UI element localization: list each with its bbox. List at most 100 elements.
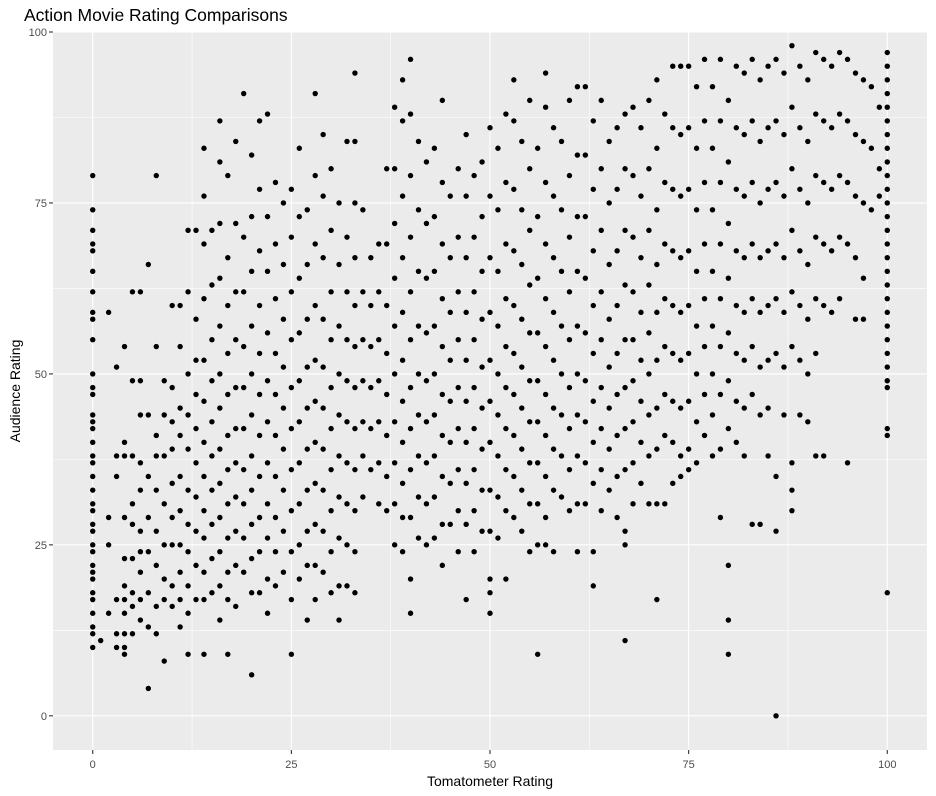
data-point: [201, 295, 207, 302]
data-point: [336, 617, 342, 623]
data-point: [797, 357, 803, 363]
data-point: [487, 439, 493, 445]
data-point: [471, 425, 477, 432]
data-point: [701, 343, 708, 350]
data-point: [606, 405, 612, 411]
data-point: [399, 357, 406, 363]
data-point: [90, 631, 96, 637]
data-point: [145, 412, 152, 418]
data-point: [765, 186, 771, 192]
data-point: [773, 295, 779, 302]
data-point: [399, 514, 406, 521]
data-point: [495, 453, 501, 459]
data-point: [574, 412, 581, 418]
data-point: [654, 446, 660, 452]
data-point: [614, 473, 620, 480]
data-point: [193, 528, 199, 534]
data-point: [717, 343, 724, 350]
data-point: [209, 378, 215, 384]
data-point: [399, 193, 406, 199]
data-point: [423, 419, 430, 425]
data-point: [256, 391, 263, 398]
y-tick-label: 100: [29, 27, 47, 39]
data-point: [860, 200, 867, 206]
data-point: [598, 507, 604, 514]
data-point: [90, 207, 96, 213]
data-point: [757, 77, 763, 83]
data-point: [185, 289, 191, 295]
data-point: [312, 241, 318, 247]
data-point: [415, 323, 422, 329]
data-point: [582, 275, 589, 281]
data-point: [248, 152, 255, 158]
data-point: [749, 521, 755, 528]
data-point: [90, 562, 96, 569]
data-point: [574, 152, 581, 158]
data-point: [217, 583, 223, 589]
data-point: [233, 384, 239, 391]
data-point: [622, 425, 628, 432]
data-point: [852, 193, 859, 199]
data-point: [256, 432, 263, 439]
data-point: [384, 432, 390, 439]
data-point: [296, 145, 303, 151]
data-point: [360, 419, 366, 425]
data-point: [495, 371, 501, 377]
data-point: [336, 323, 342, 329]
data-point: [455, 425, 461, 432]
data-point: [566, 425, 573, 432]
data-point: [662, 295, 668, 302]
data-point: [217, 405, 223, 411]
data-point: [550, 548, 557, 555]
data-point: [352, 590, 358, 596]
data-point: [90, 528, 96, 534]
data-point: [217, 514, 223, 521]
data-point: [813, 111, 819, 117]
data-point: [701, 118, 708, 124]
data-point: [797, 302, 803, 309]
data-point: [217, 118, 223, 124]
data-point: [582, 152, 589, 158]
data-point: [129, 603, 136, 610]
data-point: [455, 507, 461, 514]
data-point: [423, 460, 430, 466]
data-point: [884, 145, 890, 151]
data-point: [542, 179, 549, 186]
data-point: [701, 241, 708, 247]
data-point: [90, 453, 96, 459]
data-point: [638, 193, 644, 199]
data-point: [225, 350, 231, 357]
data-point: [725, 330, 732, 336]
y-tick-label: 75: [35, 198, 47, 210]
data-point: [765, 63, 771, 69]
data-point: [431, 371, 438, 377]
data-point: [590, 248, 596, 254]
data-point: [328, 384, 334, 391]
data-point: [90, 425, 96, 432]
data-point: [471, 337, 477, 343]
data-point: [201, 241, 207, 247]
data-point: [384, 302, 390, 309]
data-point: [201, 439, 207, 445]
data-point: [717, 56, 724, 63]
data-point: [423, 378, 430, 384]
data-point: [272, 350, 279, 357]
data-point: [479, 268, 485, 275]
data-point: [439, 432, 446, 439]
data-point: [670, 125, 676, 131]
data-point: [240, 90, 247, 97]
data-point: [828, 63, 835, 69]
data-point: [90, 624, 96, 630]
data-point: [797, 248, 803, 254]
data-point: [654, 207, 660, 213]
data-point: [781, 193, 787, 199]
data-point: [415, 207, 422, 213]
data-point: [344, 501, 350, 507]
data-point: [670, 248, 676, 254]
data-point: [503, 384, 509, 391]
data-point: [884, 337, 890, 343]
data-point: [344, 378, 350, 384]
data-point: [884, 118, 890, 124]
data-point: [741, 254, 747, 261]
data-point: [757, 309, 763, 316]
